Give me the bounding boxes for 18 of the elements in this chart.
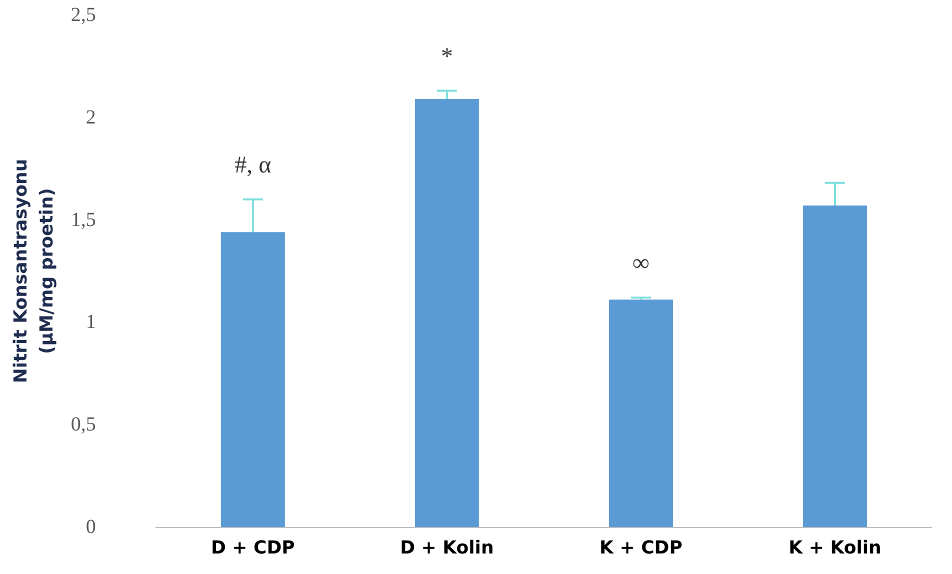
x-tick-label: K + Kolin: [788, 538, 882, 558]
y-axis-title: Nitrit Konsantrasyonu (µM/mg proetin): [10, 158, 58, 384]
annotation: #, α: [234, 152, 272, 178]
y-tick-label: 2: [86, 106, 96, 128]
y-tick-label: 0: [86, 516, 96, 538]
annotation: *: [440, 44, 453, 70]
annotation: ∞: [632, 250, 650, 277]
y-tick-label: 0,5: [70, 414, 96, 436]
bar: [414, 98, 479, 527]
y-tick-label: 1,5: [70, 208, 96, 231]
x-tick-label: D + CDP: [210, 538, 295, 558]
x-tick-label: K + CDP: [600, 538, 682, 558]
bar: [608, 300, 673, 527]
bar: [220, 232, 285, 527]
bar: [802, 205, 867, 527]
x-tick-label: D + Kolin: [400, 538, 494, 558]
y-tick-label: 2,5: [70, 4, 96, 26]
y-tick-label: 1: [86, 311, 96, 334]
